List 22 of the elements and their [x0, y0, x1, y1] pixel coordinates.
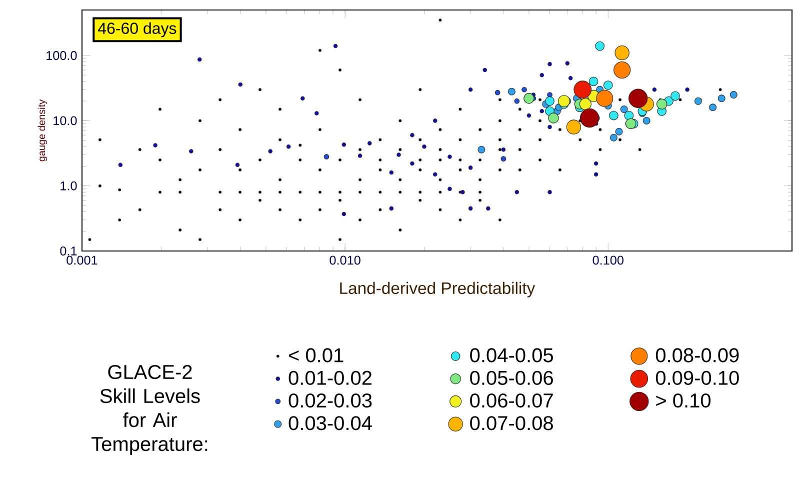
y-tick-label: 1.0	[60, 181, 77, 190]
y-tick-label: 0.1	[60, 246, 77, 256]
legend-label: 0.08-0.09	[656, 348, 739, 362]
legend-label: 0.01-0.02	[288, 370, 372, 385]
annotation: 46-60 days	[98, 22, 176, 38]
x-axis-title: Land-derived Predictability	[340, 282, 536, 298]
y-axis-title: gauge density	[38, 99, 48, 162]
legend-label: 0.03-0.04	[288, 416, 372, 430]
legend-title: GLACE-2 Skill Levels for Air Temperature:	[92, 364, 208, 456]
legend-label: 0.06-0.07	[470, 393, 553, 408]
legend-label: 0.04-0.05	[470, 348, 553, 362]
y-tick-label: 100.0	[46, 51, 77, 60]
legend-label: 0.02-0.03	[288, 393, 372, 408]
x-tick-label: 0.100	[592, 256, 624, 265]
x-tick-label: 0.001	[66, 256, 98, 265]
legend-label: 0.07-0.08	[470, 416, 553, 430]
legend-label: > 0.10	[656, 393, 711, 408]
y-tick-label: 10.0	[54, 116, 77, 126]
x-tick-label: 0.010	[330, 256, 360, 265]
legend-label: 0.05-0.06	[470, 370, 553, 385]
legend-label: < 0.01	[288, 348, 344, 362]
legend-label: 0.09-0.10	[656, 370, 739, 385]
